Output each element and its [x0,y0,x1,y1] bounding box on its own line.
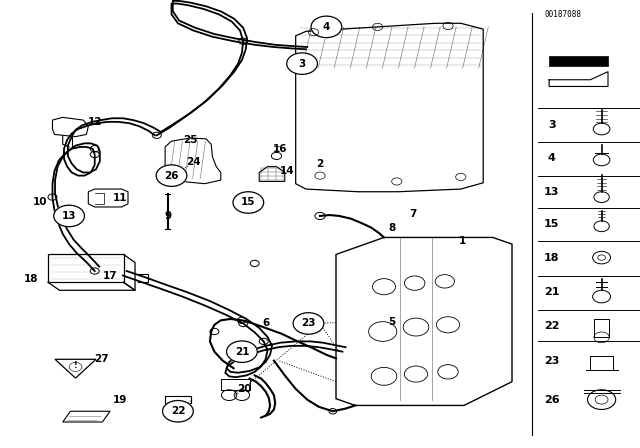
Text: 9: 9 [164,211,172,221]
Text: 18: 18 [24,274,38,284]
Text: 13: 13 [62,211,76,221]
Circle shape [311,16,342,38]
Text: 27: 27 [94,354,108,364]
Circle shape [227,341,257,362]
Text: 3: 3 [298,59,306,69]
Text: 22: 22 [544,321,559,331]
Text: 26: 26 [544,395,559,405]
Text: 8: 8 [388,223,396,233]
Text: 4: 4 [323,22,330,32]
Text: 21: 21 [544,287,559,297]
Text: 23: 23 [544,356,559,366]
Text: 13: 13 [544,187,559,197]
FancyBboxPatch shape [549,56,608,66]
Text: 4: 4 [548,153,556,163]
Circle shape [293,313,324,334]
Text: 25: 25 [184,135,198,145]
Text: 18: 18 [544,253,559,263]
Text: 26: 26 [164,171,179,181]
Text: 24: 24 [186,157,200,167]
Text: 1: 1 [458,236,466,246]
Text: 22: 22 [171,406,185,416]
Text: 15: 15 [241,198,255,207]
Text: 23: 23 [301,319,316,328]
Circle shape [163,401,193,422]
Text: 17: 17 [103,271,117,280]
Text: 12: 12 [88,117,102,127]
Text: 10: 10 [33,198,47,207]
Circle shape [287,53,317,74]
Circle shape [156,165,187,186]
Text: 11: 11 [113,193,127,203]
Text: 16: 16 [273,144,287,154]
Text: 00187088: 00187088 [545,10,582,19]
Circle shape [233,192,264,213]
Text: !: ! [74,361,77,370]
Text: 3: 3 [548,120,556,129]
Text: 6: 6 [262,319,269,328]
Text: 20: 20 [237,384,252,394]
Text: 5: 5 [388,317,396,327]
Text: 19: 19 [113,395,127,405]
Text: 15: 15 [544,219,559,229]
Circle shape [54,205,84,227]
Text: 21: 21 [235,347,249,357]
Text: 14: 14 [280,166,294,176]
Text: 7: 7 [409,209,417,219]
Text: 2: 2 [316,159,324,168]
